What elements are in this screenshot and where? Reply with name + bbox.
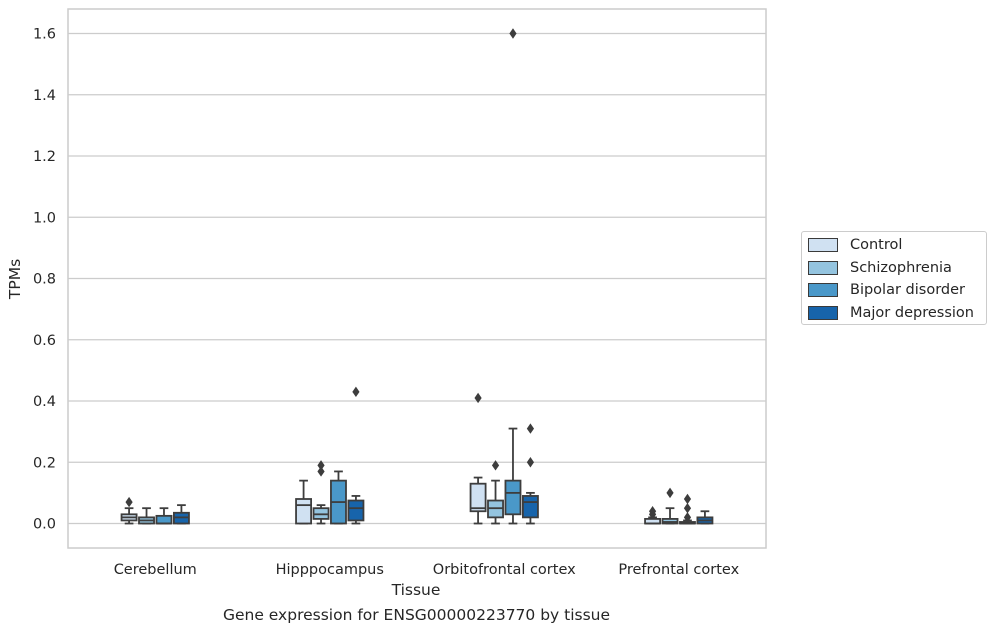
legend-label: Schizophrenia: [850, 259, 952, 276]
box-iqr: [155, 514, 173, 525]
box-bipolar-disorder: [330, 470, 347, 525]
y-tick-label: 1.6: [33, 27, 56, 43]
legend-item: Control: [808, 236, 902, 254]
box-bipolar-disorder: [679, 493, 696, 525]
box-major-depression: [347, 386, 365, 525]
y-tick-label: 0.0: [33, 517, 56, 533]
y-tick-label: 0.2: [33, 455, 56, 471]
boxes: [120, 28, 714, 525]
legend-item: Schizophrenia: [808, 259, 952, 277]
legend-item: Bipolar disorder: [808, 281, 965, 299]
y-tick-label: 1.0: [33, 210, 56, 226]
outlier-point: [666, 487, 674, 499]
outlier-point: [125, 496, 133, 508]
outlier-point: [352, 386, 360, 398]
x-tick-labels: Cerebellum Hipppocampus Orbitofrontal cort…: [114, 562, 740, 578]
box-control: [295, 479, 312, 525]
outlier-point: [683, 493, 692, 505]
outlier-point: [526, 423, 535, 434]
legend-swatch: [808, 283, 838, 297]
box-major-depression: [696, 510, 714, 525]
box-control: [120, 496, 138, 525]
box-schizophrenia: [138, 507, 155, 525]
y-axis-label: TPMs: [6, 259, 24, 300]
box-schizophrenia: [487, 460, 504, 525]
x-axis-label: Tissue: [391, 581, 441, 599]
legend-label: Control: [850, 237, 903, 253]
box-iqr: [295, 498, 312, 525]
legend-label: Bipolar disorder: [850, 282, 965, 298]
box-iqr: [469, 482, 487, 513]
box-major-depression: [172, 504, 190, 525]
legend-item: Major depression: [808, 304, 974, 322]
outlier-point: [474, 392, 482, 404]
y-tick-label: 0.8: [33, 272, 56, 288]
outlier-point: [491, 460, 500, 471]
box-bipolar-disorder: [155, 507, 173, 525]
y-tick-label: 1.2: [33, 149, 56, 165]
outlier-point: [648, 509, 657, 520]
x-tick-label: Cerebellum: [114, 562, 197, 578]
y-tick-label: 0.6: [33, 333, 56, 349]
legend-swatch: [808, 238, 838, 252]
y-tick-label: 0.4: [33, 394, 56, 410]
box-major-depression: [522, 423, 539, 525]
legend-swatch: [808, 260, 838, 275]
box-iqr: [347, 499, 365, 522]
x-tick-label: Prefrontal cortex: [618, 562, 739, 578]
y-tick-label: 1.4: [33, 88, 56, 104]
legend: Control Schizophrenia Bipolar disorder Majo…: [801, 231, 987, 325]
gridlines: [68, 32, 766, 525]
outlier-point: [683, 502, 692, 514]
x-tick-label: Hipppocampus: [276, 562, 384, 578]
outlier-point: [683, 512, 692, 523]
legend-swatch: [808, 305, 838, 320]
box-control: [469, 392, 487, 525]
outlier-point: [526, 457, 535, 468]
outlier-point: [509, 28, 517, 39]
box-schizophrenia: [661, 487, 679, 525]
x-tick-label: Orbitofrontal cortex: [433, 562, 576, 578]
outlier-point: [317, 460, 325, 471]
plot-area-frame: [67, 8, 767, 549]
outlier-point: [317, 466, 325, 477]
y-tick-labels: 0.0 0.2 0.4 0.6 0.8 1.0 1.2 1.4 1.6: [33, 27, 56, 533]
box-iqr: [504, 479, 522, 516]
box-iqr: [522, 495, 539, 519]
legend-label: Major depression: [850, 304, 974, 321]
box-schizophrenia: [312, 460, 330, 525]
box-bipolar-disorder: [504, 28, 522, 525]
chart-caption: Gene expression for ENSG00000223770 by t…: [222, 606, 611, 624]
box-control: [644, 506, 661, 525]
